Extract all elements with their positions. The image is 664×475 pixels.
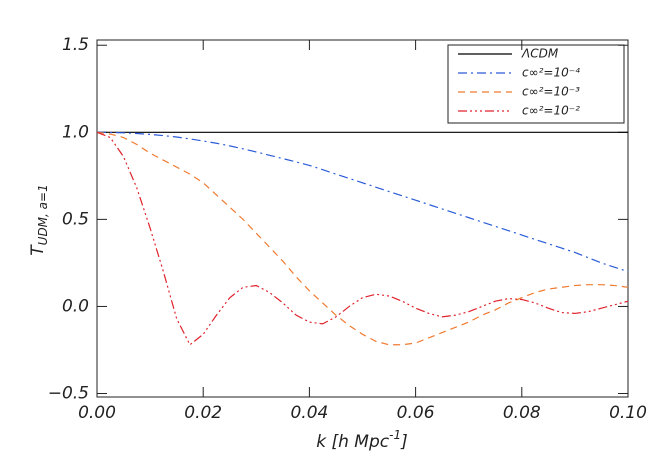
y-tick-label: −0.5	[48, 384, 89, 404]
y-tick-label: 1.5	[62, 35, 89, 55]
legend-box	[447, 44, 625, 124]
y-label-sub: UDM, a=1	[36, 184, 50, 245]
legend-label: ΛCDM	[521, 47, 559, 61]
x-tick-label: 0.02	[184, 403, 222, 423]
x-tick-label: 0.04	[290, 403, 328, 423]
series-line	[96, 131, 629, 273]
x-tick-label: 0.00	[78, 403, 116, 423]
x-tick-label: 0.06	[397, 403, 435, 423]
x-tick-label: 0.08	[503, 403, 541, 423]
legend-label: c∞²=10⁻²	[522, 104, 580, 118]
y-tick-label: 1.0	[62, 122, 89, 142]
series-line	[96, 131, 629, 346]
series-line	[96, 131, 629, 346]
x-axis-label: k [h Mpc-1]	[316, 428, 407, 453]
y-label-main: T	[28, 244, 48, 256]
x-tick-label: 0.10	[609, 403, 647, 423]
y-axis-label: TUDM, a=1	[28, 184, 50, 255]
y-tick-label: 0.5	[62, 209, 89, 229]
y-tick-label: 0.0	[62, 296, 89, 316]
legend-label: c∞²=10⁻⁴	[522, 66, 580, 80]
x-label-sup: -1	[389, 428, 401, 442]
x-label-end: ]	[400, 432, 408, 452]
plot-frame	[96, 39, 629, 398]
legend-label: c∞²=10⁻³	[522, 85, 580, 99]
x-label-main: k [h Mpc	[316, 432, 390, 452]
